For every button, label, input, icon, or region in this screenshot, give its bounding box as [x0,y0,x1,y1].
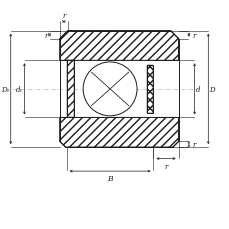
Text: D: D [209,85,214,93]
Text: r: r [44,32,48,39]
Text: r: r [62,11,65,19]
Polygon shape [60,32,178,61]
Polygon shape [60,118,178,147]
Polygon shape [146,65,153,113]
Text: r: r [191,141,195,149]
Text: d: d [195,85,199,93]
Text: D₁: D₁ [1,85,10,93]
Text: r: r [191,32,195,39]
Polygon shape [66,61,73,118]
Circle shape [83,63,136,116]
Text: r: r [164,162,167,170]
Text: d₁: d₁ [16,85,23,93]
Text: B: B [107,174,112,182]
